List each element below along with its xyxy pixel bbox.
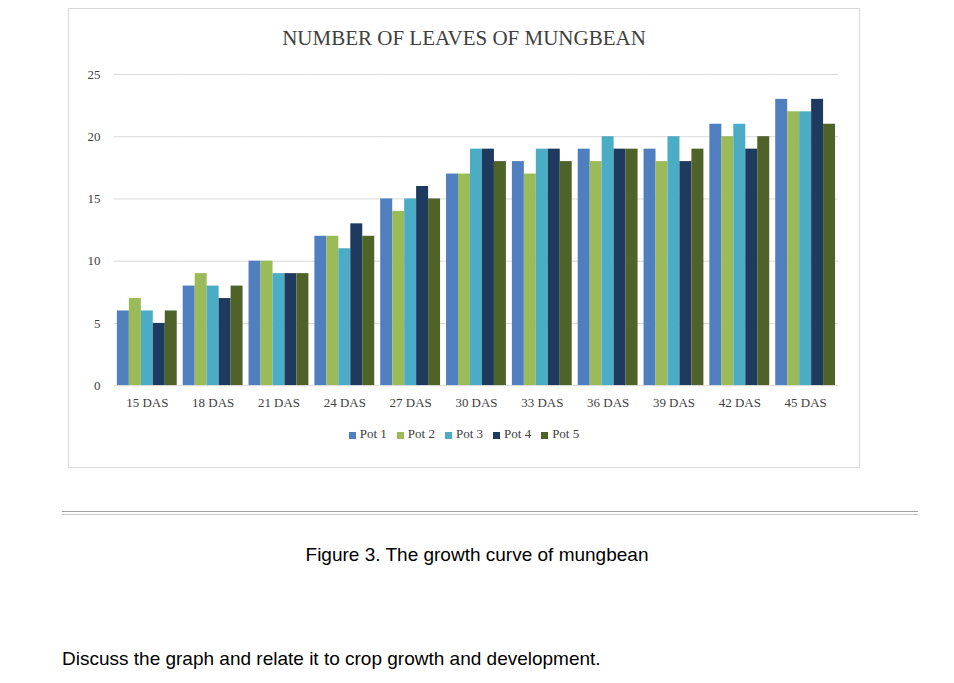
svg-text:33 DAS: 33 DAS bbox=[521, 395, 563, 410]
svg-text:45 DAS: 45 DAS bbox=[785, 395, 827, 410]
html-text:Figure 3. The growth curve of: Figure 3. The growth curve of mungbean bbox=[305, 544, 649, 565]
svg-text:30 DAS: 30 DAS bbox=[455, 395, 497, 410]
svg-text:24 DAS: 24 DAS bbox=[324, 395, 366, 410]
svg-text:42 DAS: 42 DAS bbox=[719, 395, 761, 410]
svg-text:10: 10 bbox=[87, 253, 100, 268]
html-text:Pot 5: Pot 5 bbox=[552, 426, 580, 442]
svg-text:39 DAS: 39 DAS bbox=[653, 395, 695, 410]
svg-text:5: 5 bbox=[94, 316, 100, 331]
svg-text:18 DAS: 18 DAS bbox=[192, 395, 234, 410]
html-text:Pot 1: Pot 1 bbox=[359, 426, 387, 442]
svg-text:0: 0 bbox=[94, 378, 100, 393]
html-text:Pot 4: Pot 4 bbox=[504, 426, 532, 442]
svg-text:36 DAS: 36 DAS bbox=[587, 395, 629, 410]
html-text:Pot 2: Pot 2 bbox=[407, 426, 435, 442]
html-text:NUMBER OF LEAVES OF MUNGBEAN: NUMBER OF LEAVES OF MUNGBEAN bbox=[282, 26, 646, 50]
svg-text:27 DAS: 27 DAS bbox=[390, 395, 432, 410]
svg-text:15 DAS: 15 DAS bbox=[126, 395, 168, 410]
html-text:Pot 3: Pot 3 bbox=[456, 426, 483, 442]
svg-text:21 DAS: 21 DAS bbox=[258, 395, 300, 410]
svg-text:25: 25 bbox=[87, 67, 100, 82]
svg-text:15: 15 bbox=[87, 191, 100, 206]
svg-text:20: 20 bbox=[87, 129, 100, 144]
html-text:Discuss the graph and relate i: Discuss the graph and relate it to crop … bbox=[62, 648, 601, 669]
